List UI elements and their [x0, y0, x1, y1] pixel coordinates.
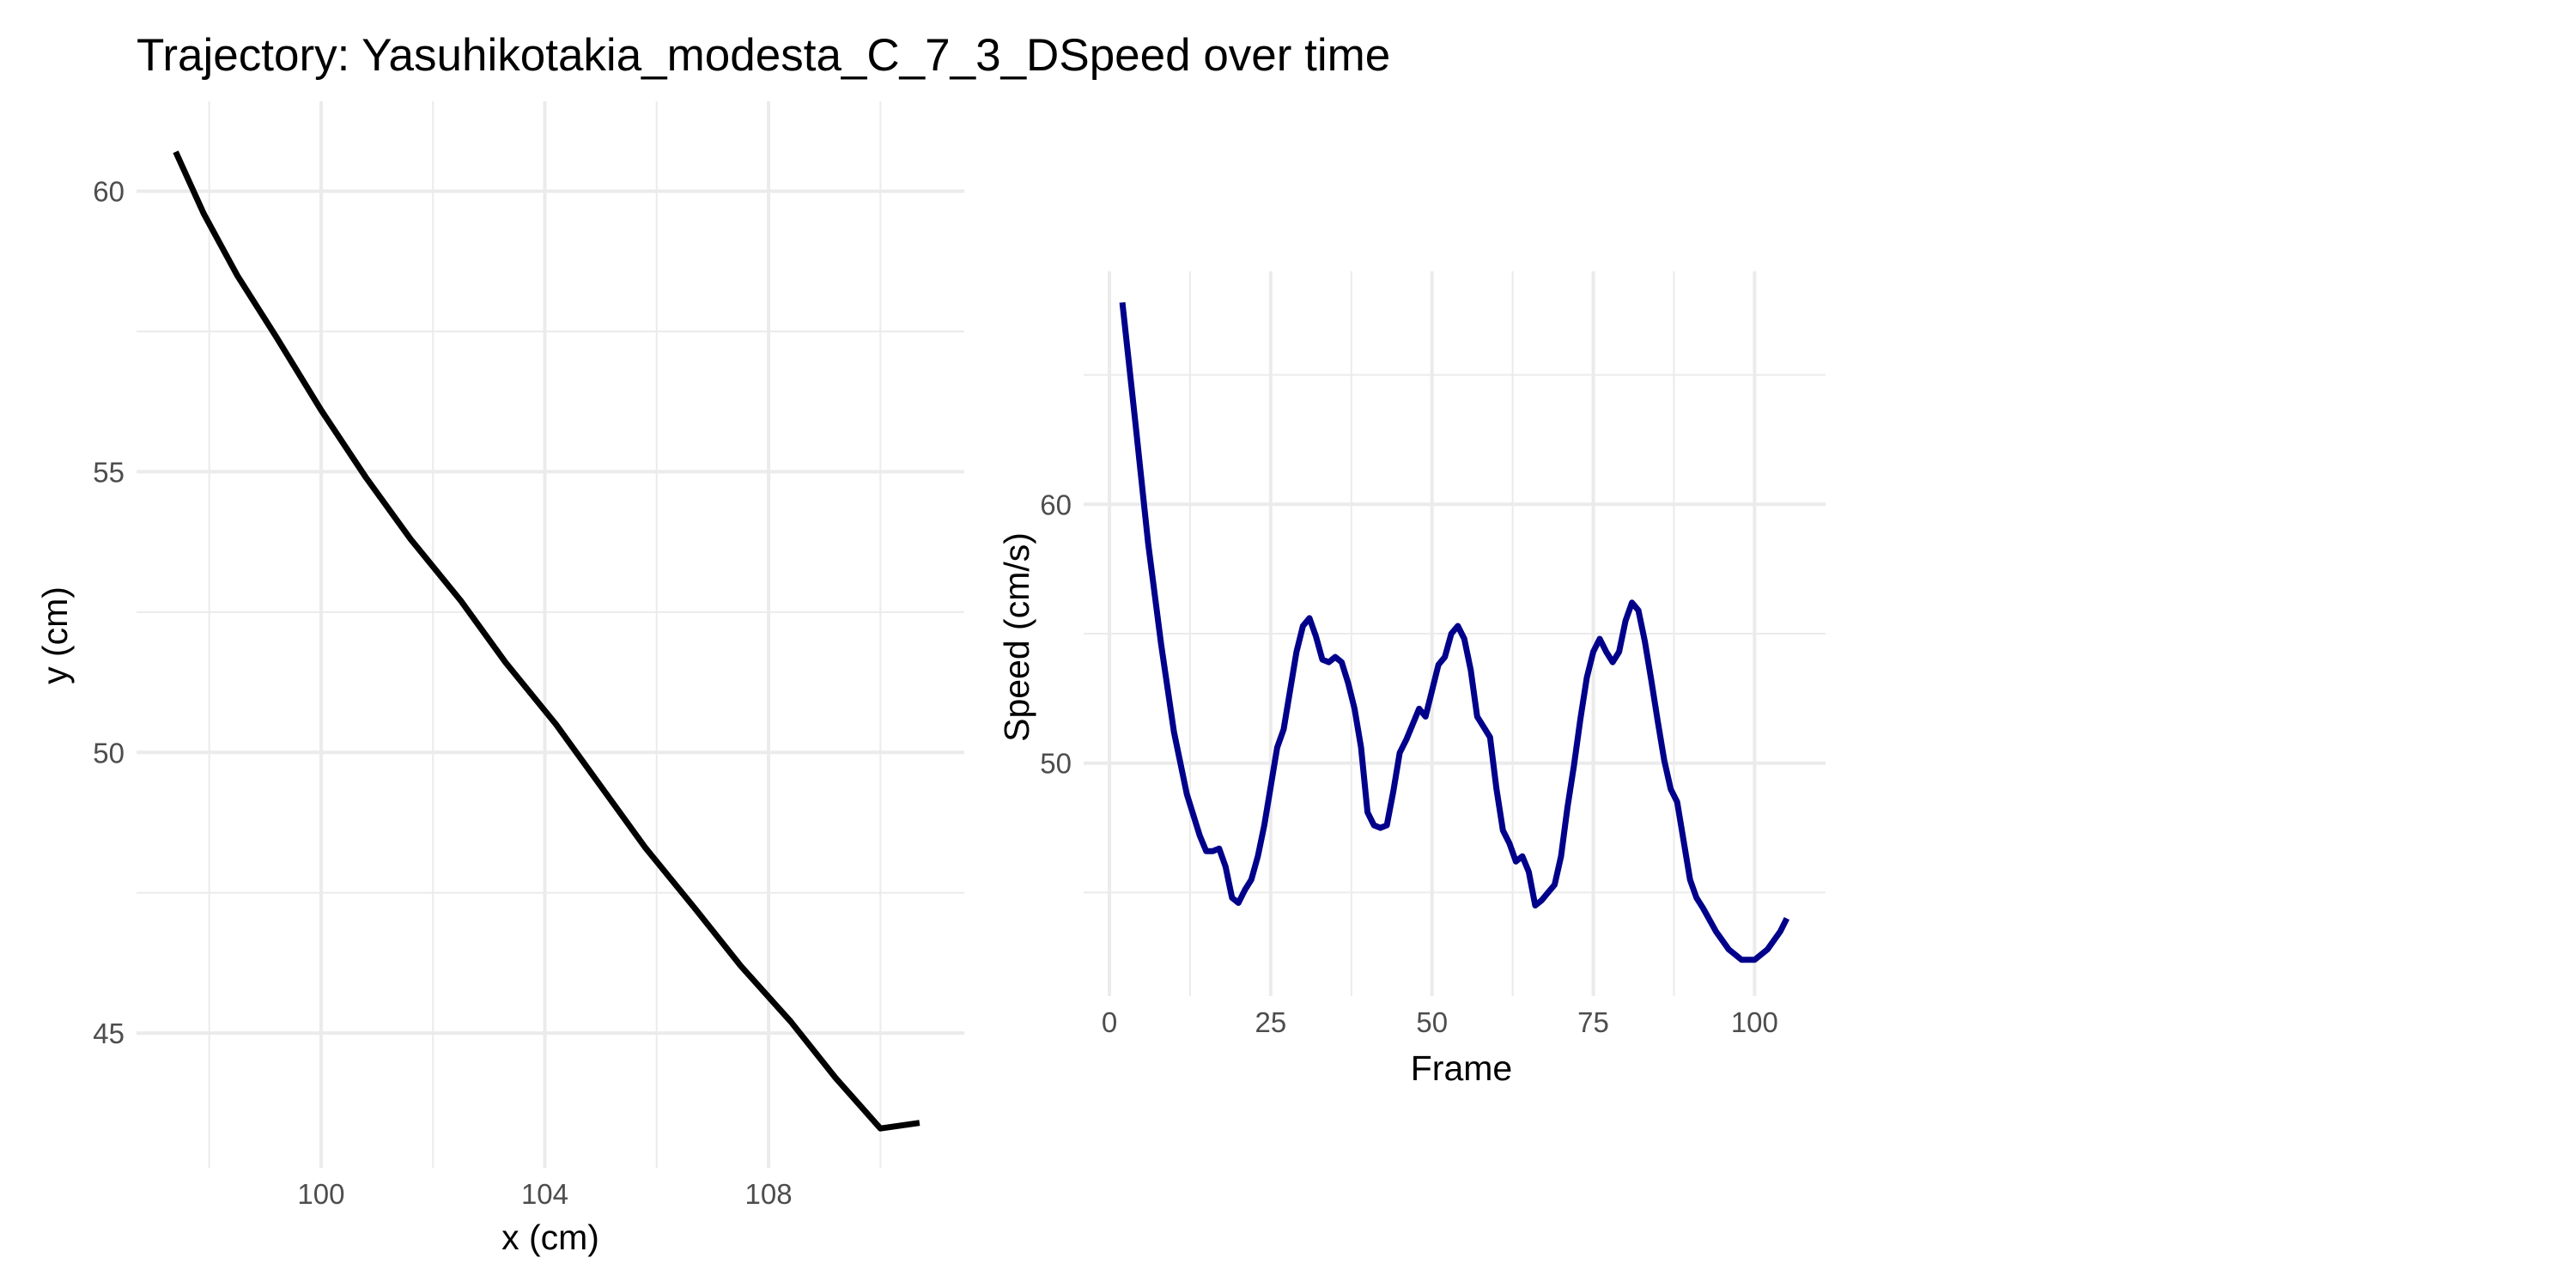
speed-x-tick-label: 25 — [1255, 1006, 1287, 1038]
trajectory-x-tick-labels: 100 104 108 — [297, 1178, 792, 1210]
speed-y-tick-label: 60 — [1040, 489, 1072, 520]
trajectory-grid-major — [137, 101, 964, 1168]
speed-x-tick-label: 0 — [1102, 1006, 1117, 1038]
chart-title: Trajectory: Yasuhikotakia_modesta_C_7_3_… — [137, 30, 1390, 81]
trajectory-y-tick-labels: 45 50 55 60 — [93, 176, 125, 1050]
trajectory-x-tick-label: 108 — [744, 1178, 792, 1210]
speed-y-axis-title: Speed (cm/s) — [997, 532, 1036, 742]
speed-grid-minor — [1084, 271, 1826, 996]
speed-x-axis-title: Frame — [1411, 1048, 1512, 1088]
speed-x-tick-labels: 0 25 50 75 100 — [1102, 1006, 1778, 1038]
trajectory-y-axis-title: y (cm) — [35, 586, 75, 684]
speed-x-tick-label: 100 — [1731, 1006, 1778, 1038]
speed-panel: 0 25 50 75 100 50 60 Frame Speed (cm/s) — [997, 271, 1826, 1088]
trajectory-y-tick-label: 55 — [93, 456, 125, 488]
speed-x-tick-label: 50 — [1416, 1006, 1448, 1038]
trajectory-y-tick-label: 45 — [93, 1018, 125, 1049]
trajectory-panel: 100 104 108 45 50 55 60 x (cm) y (cm) — [35, 101, 964, 1257]
trajectory-x-tick-label: 100 — [297, 1178, 344, 1210]
trajectory-y-tick-label: 60 — [93, 176, 125, 208]
trajectory-x-tick-label: 104 — [521, 1178, 568, 1210]
speed-line — [1119, 301, 1790, 963]
trajectory-line — [173, 150, 920, 1132]
speed-x-tick-label: 75 — [1577, 1006, 1609, 1038]
speed-y-tick-labels: 50 60 — [1040, 489, 1072, 779]
speed-grid-major — [1084, 271, 1826, 996]
trajectory-x-axis-title: x (cm) — [501, 1218, 599, 1257]
trajectory-y-tick-label: 50 — [93, 737, 125, 769]
trajectory-grid-minor — [137, 101, 964, 1168]
speed-y-tick-label: 50 — [1040, 748, 1072, 780]
